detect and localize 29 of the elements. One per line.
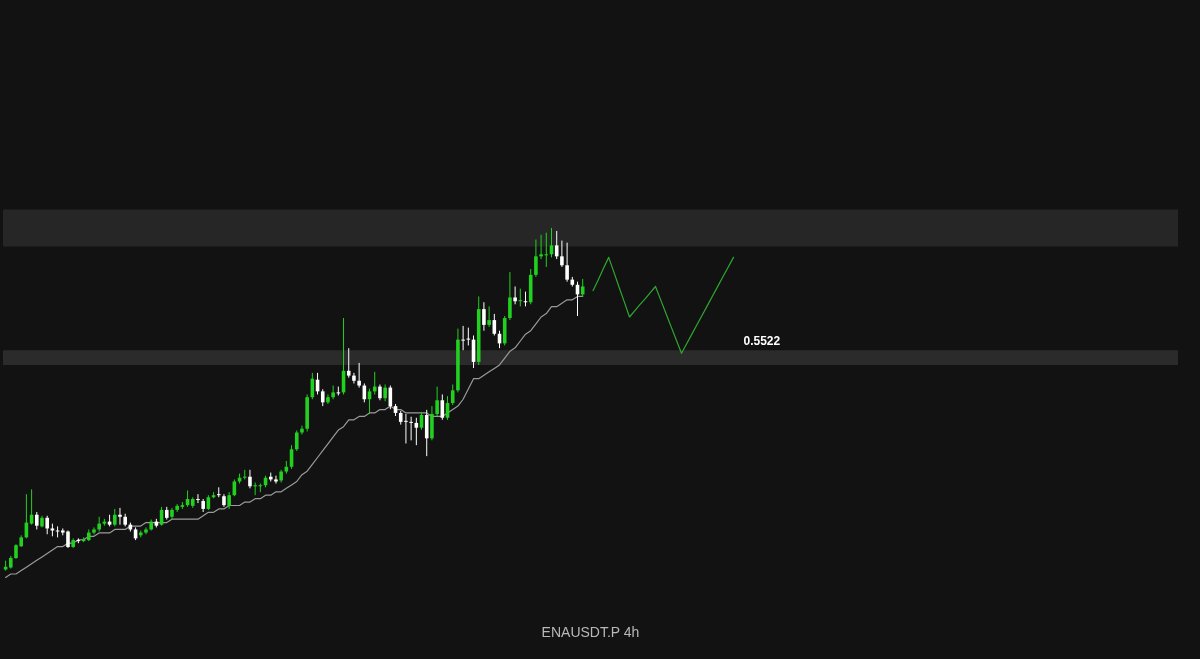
candlestick [372,371,377,395]
candlestick [539,234,543,260]
candlestick [487,305,491,328]
candlestick [508,271,512,321]
candlestick [45,515,49,535]
band-label: 0.5522 [743,334,781,349]
candlestick [534,239,538,278]
candlestick [450,384,455,406]
candlestick [409,416,413,441]
candlestick [346,347,351,379]
candlestick [248,469,252,489]
candlestick [352,372,356,384]
chart-title: ENAUSDT.P 4h [541,624,640,640]
candlestick [424,409,429,457]
candlestick [326,393,330,405]
candlestick [482,301,486,332]
candlestick [196,493,200,504]
candlestick [294,429,299,452]
candlestick [560,240,564,268]
candlestick [357,362,361,389]
candlestick [513,286,517,305]
candlestick [565,242,569,283]
candlestick [274,475,278,485]
candlestick [216,486,221,498]
candlestick [118,507,122,526]
candlestick [435,386,439,417]
candlestick [554,230,559,260]
candlestick [461,325,465,351]
candlestick [331,385,335,400]
